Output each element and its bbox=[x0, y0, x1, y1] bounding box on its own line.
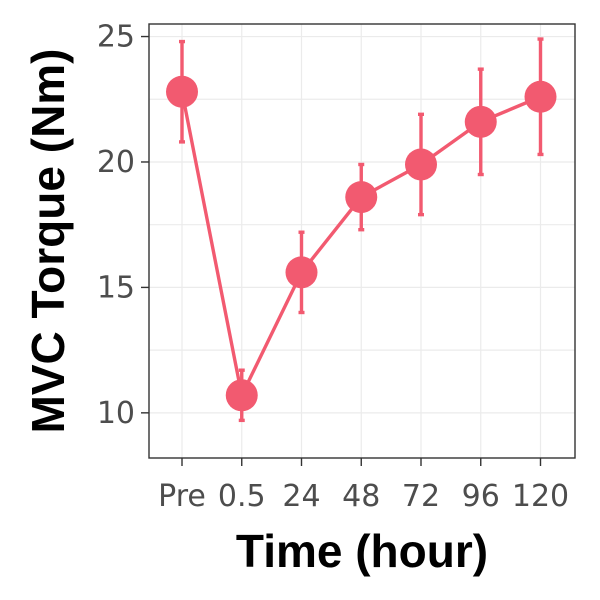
x-tick-label: 48 bbox=[342, 479, 380, 514]
y-tick-label: 20 bbox=[97, 145, 135, 180]
plot-panel-border bbox=[148, 23, 576, 459]
axes: 10 15 20 25 Pre 0.5 24 48 72 96 120 bbox=[97, 20, 569, 514]
data-point bbox=[405, 148, 437, 181]
x-axis-title: Time (hour) bbox=[236, 525, 488, 577]
y-tick-label: 10 bbox=[97, 396, 135, 431]
x-tick-label: 120 bbox=[512, 479, 569, 514]
data-point bbox=[285, 256, 318, 289]
data-point bbox=[345, 181, 378, 214]
x-tick-label: 24 bbox=[282, 479, 320, 514]
y-tick-label: 15 bbox=[97, 270, 135, 305]
data-point bbox=[524, 80, 557, 113]
y-axis-title: MVC Torque (Nm) bbox=[22, 48, 74, 433]
y-tick-label: 25 bbox=[97, 20, 135, 55]
data-point bbox=[225, 379, 258, 412]
data-point bbox=[464, 105, 497, 138]
x-tick-label: 96 bbox=[462, 479, 500, 514]
data-point bbox=[166, 75, 198, 108]
series-layer bbox=[166, 37, 557, 423]
x-tick-label: 72 bbox=[402, 479, 440, 514]
x-tick-label: 0.5 bbox=[218, 479, 266, 514]
x-tick-label: Pre bbox=[158, 479, 206, 514]
